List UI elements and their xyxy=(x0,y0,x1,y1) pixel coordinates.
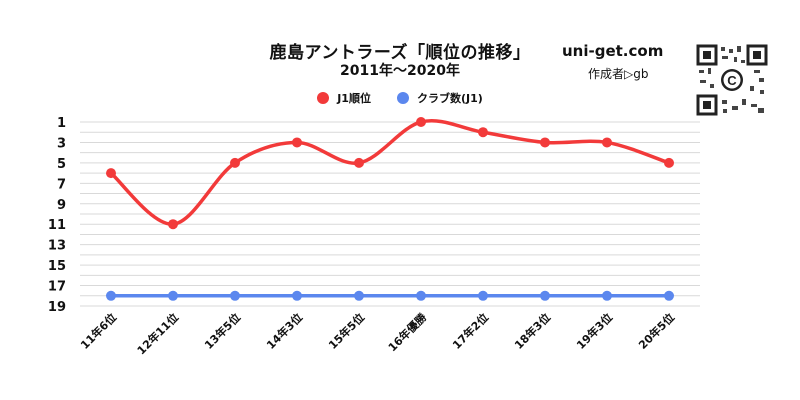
legend-swatch-clubs xyxy=(396,92,409,104)
y-tick-label: 19 xyxy=(48,300,66,315)
data-point-rank xyxy=(354,157,364,168)
data-point-rank xyxy=(416,117,426,127)
y-tick-label: 15 xyxy=(48,259,66,274)
data-point-clubs xyxy=(230,290,240,301)
y-tick-label: 3 xyxy=(57,136,66,151)
x-tick-label: 15年5位 xyxy=(325,310,367,352)
x-tick-label: 20年5位 xyxy=(635,310,677,352)
data-point-rank xyxy=(168,219,178,230)
legend-item-rank[interactable]: J1順位 xyxy=(317,90,371,106)
x-tick-label: 17年2位 xyxy=(449,310,491,352)
x-tick-label: 13年5位 xyxy=(201,310,243,352)
data-point-clubs xyxy=(602,290,612,301)
data-point-clubs xyxy=(354,290,364,301)
y-tick-label: 5 xyxy=(57,157,66,172)
data-point-rank xyxy=(664,157,674,168)
data-point-rank xyxy=(106,168,116,179)
y-tick-label: 1 xyxy=(57,116,66,131)
y-tick-label: 9 xyxy=(57,198,66,213)
y-tick-label: 13 xyxy=(48,239,66,254)
data-point-clubs xyxy=(416,290,426,301)
data-point-clubs xyxy=(168,290,178,301)
y-tick-label: 17 xyxy=(48,280,66,295)
x-tick-label: 19年3位 xyxy=(573,310,615,352)
y-tick-label: 7 xyxy=(57,177,66,192)
data-point-clubs xyxy=(478,290,488,301)
data-point-rank xyxy=(230,157,240,168)
data-point-rank xyxy=(602,137,612,148)
chart-subtitle: 2011年～2020年 xyxy=(340,63,460,79)
site-name[interactable]: uni-get.com xyxy=(562,42,664,60)
legend-label-rank: J1順位 xyxy=(337,92,371,105)
y-tick-label: 11 xyxy=(48,218,66,233)
x-tick-label: 18年3位 xyxy=(511,310,553,352)
series-line-rank xyxy=(109,119,671,226)
x-tick-label: 14年3位 xyxy=(263,310,305,352)
author-credit: 作成者▷gb xyxy=(588,67,649,81)
data-point-rank xyxy=(292,137,302,148)
qr-code-icon[interactable]: C xyxy=(696,44,768,116)
data-point-clubs xyxy=(106,290,116,301)
x-tick-label: 16年優勝 xyxy=(385,310,430,355)
legend-label-clubs: クラブ数(J1) xyxy=(416,92,483,105)
chart-title: 鹿島アントラーズ「順位の推移」 xyxy=(269,43,531,63)
data-point-clubs xyxy=(540,290,550,301)
svg-text:C: C xyxy=(727,73,737,88)
chart-legend: J1順位 クラブ数(J1) xyxy=(0,90,800,106)
data-point-clubs xyxy=(664,290,674,301)
data-point-clubs xyxy=(292,290,302,301)
data-point-rank xyxy=(540,137,550,148)
legend-swatch-rank xyxy=(317,92,330,104)
x-tick-label: 11年6位 xyxy=(77,310,119,352)
data-point-rank xyxy=(478,127,488,138)
legend-item-clubs[interactable]: クラブ数(J1) xyxy=(396,90,483,106)
x-tick-label: 12年11位 xyxy=(134,310,181,357)
